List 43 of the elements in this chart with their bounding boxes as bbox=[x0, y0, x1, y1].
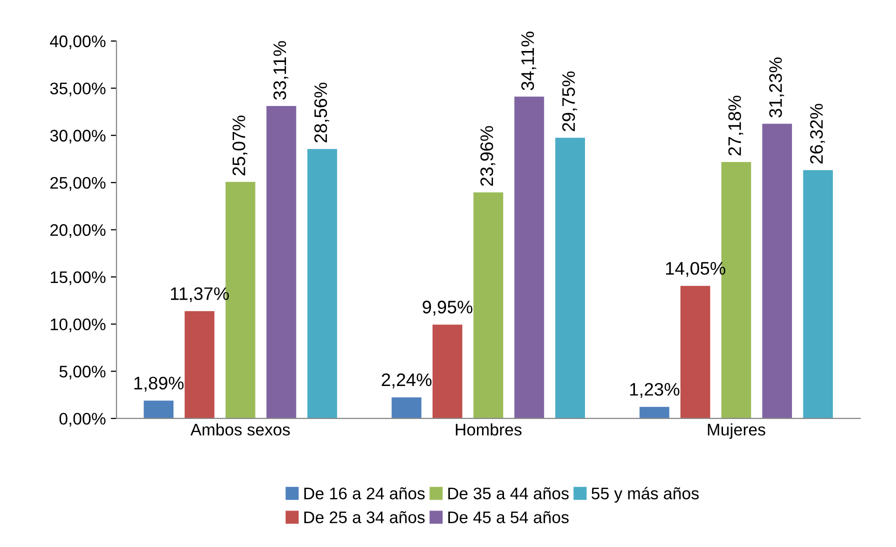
bar bbox=[762, 124, 792, 418]
y-tick-label: 5,00% bbox=[59, 366, 106, 380]
bar bbox=[432, 324, 462, 418]
data-label: 29,75% bbox=[562, 71, 578, 132]
bar bbox=[266, 106, 296, 418]
bar bbox=[473, 192, 504, 418]
bar bbox=[680, 286, 710, 418]
bar bbox=[307, 148, 338, 418]
legend-label: De 35 a 44 años bbox=[448, 487, 569, 500]
legend-label: De 25 a 34 años bbox=[304, 511, 425, 524]
data-label: 34,11% bbox=[521, 32, 536, 90]
y-tick-label: 35,00% bbox=[50, 82, 106, 96]
bar bbox=[640, 406, 670, 418]
data-label: 31,23% bbox=[769, 58, 784, 118]
data-label: 1,89% bbox=[134, 376, 184, 392]
bar bbox=[803, 170, 833, 418]
data-label: 25,07% bbox=[232, 116, 248, 176]
y-tick-label: 15,00% bbox=[50, 271, 106, 286]
data-label: 27,18% bbox=[728, 96, 744, 156]
x-tick-label: Ambos sexos bbox=[190, 423, 290, 436]
x-tick-label: Hombres bbox=[456, 423, 522, 436]
legend-label: De 16 a 24 años bbox=[304, 487, 425, 500]
legend-label: De 45 a 54 años bbox=[448, 511, 569, 524]
bar bbox=[144, 400, 174, 418]
x-tick-label: Mujeres bbox=[708, 423, 766, 439]
data-label: 2,24% bbox=[382, 373, 432, 388]
bar bbox=[184, 311, 214, 418]
data-label: 9,95% bbox=[422, 300, 472, 316]
bar bbox=[555, 138, 585, 418]
bar bbox=[514, 96, 544, 418]
y-tick-label: 25,00% bbox=[50, 176, 106, 191]
data-label: 28,56% bbox=[314, 82, 330, 142]
data-label: 23,96% bbox=[480, 126, 496, 186]
data-label: 33,11% bbox=[273, 41, 288, 100]
data-label: 1,23% bbox=[630, 382, 680, 398]
y-tick-label: 0,00% bbox=[59, 412, 106, 427]
y-tick-label: 40,00% bbox=[50, 35, 106, 50]
y-tick-label: 30,00% bbox=[50, 130, 106, 144]
bar bbox=[392, 397, 422, 418]
data-label: 26,32% bbox=[810, 104, 825, 164]
legend-label: 55 y más años bbox=[592, 486, 699, 503]
y-tick-label: 10,00% bbox=[50, 318, 106, 332]
y-tick-label: 20,00% bbox=[50, 224, 106, 238]
